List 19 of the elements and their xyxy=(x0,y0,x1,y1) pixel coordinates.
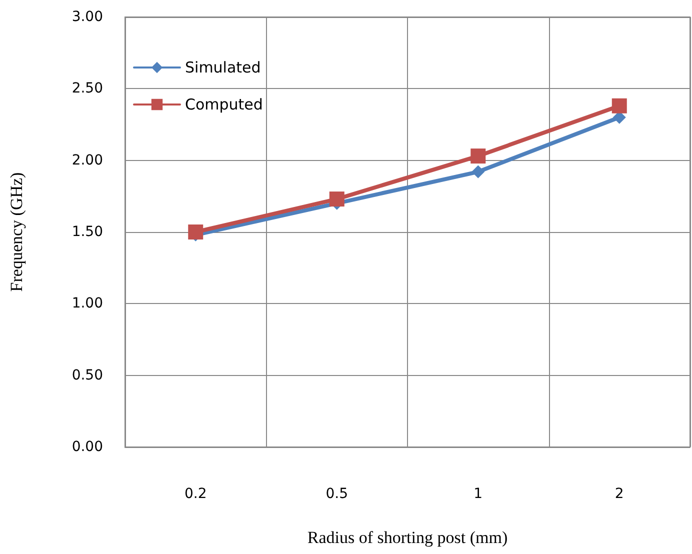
point xyxy=(612,98,627,114)
y-tick-label: 1.00 xyxy=(72,296,103,312)
x-tick-label: 2 xyxy=(614,486,624,502)
point xyxy=(470,148,486,164)
x-tick-label: 0.2 xyxy=(184,486,207,502)
y-tick-label: 3.00 xyxy=(72,9,103,25)
legend-label: Computed xyxy=(185,96,263,114)
x-tick-label: 0.5 xyxy=(326,486,348,502)
x-tick-label: 1 xyxy=(474,486,483,502)
legend-label: Simulated xyxy=(185,58,261,76)
y-tick-label: 2.00 xyxy=(72,152,103,168)
point xyxy=(188,224,204,240)
y-tick-label: 2.50 xyxy=(72,80,103,97)
y-tick-label: 1.50 xyxy=(72,224,103,240)
y-tick-label: 0.00 xyxy=(72,439,103,455)
point xyxy=(472,165,485,178)
y-tick-label: 0.50 xyxy=(72,367,103,384)
y-axis-title: Frequency (GHz) xyxy=(7,172,26,292)
x-axis-title: Radius of shorting post (mm) xyxy=(307,528,508,547)
